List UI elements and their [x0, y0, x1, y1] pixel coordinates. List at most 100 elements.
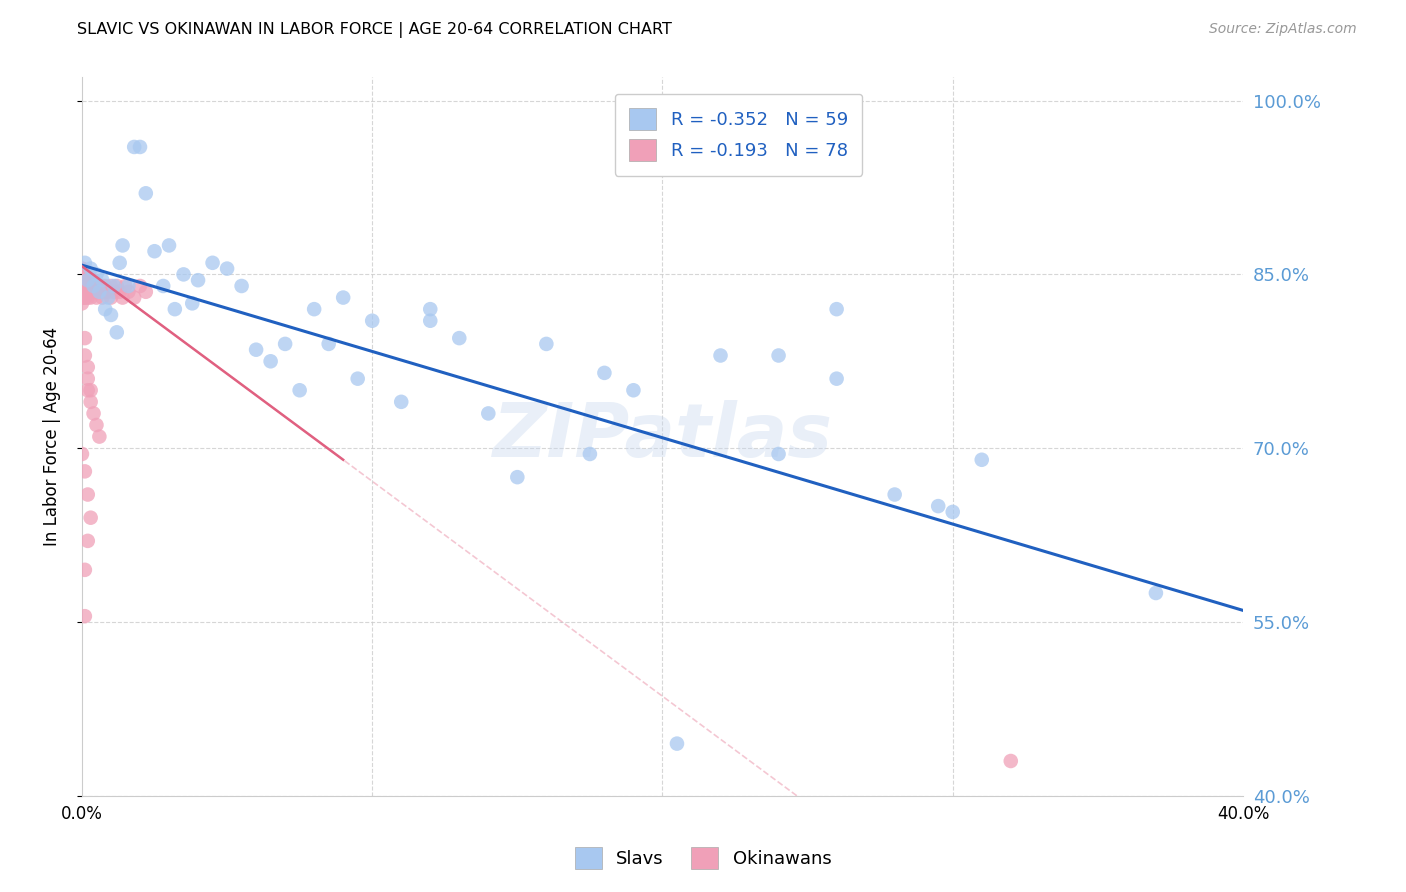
Point: [346, 372, 368, 386]
Point: [83, 285, 105, 299]
Point: [217, 261, 239, 276]
Point: [157, 238, 180, 252]
Point: [76, 273, 98, 287]
Point: [173, 268, 195, 282]
Point: [89, 285, 111, 299]
Point: [94, 285, 117, 299]
Point: [117, 279, 139, 293]
Point: [86, 417, 108, 432]
Point: [70, 296, 93, 310]
Point: [76, 273, 98, 287]
Point: [181, 296, 204, 310]
Point: [94, 302, 117, 317]
Point: [70, 447, 93, 461]
Point: [70, 273, 93, 287]
Point: [419, 302, 441, 317]
Point: [665, 737, 688, 751]
Point: [70, 279, 93, 293]
Point: [135, 285, 157, 299]
Point: [86, 291, 108, 305]
Point: [70, 279, 93, 293]
Point: [94, 279, 117, 293]
Point: [883, 487, 905, 501]
Point: [73, 291, 96, 305]
Point: [91, 291, 114, 305]
Point: [76, 384, 98, 398]
Point: [76, 285, 98, 299]
Point: [111, 238, 134, 252]
Point: [91, 279, 114, 293]
Point: [76, 285, 98, 299]
Point: [103, 285, 125, 299]
Legend: R = -0.352   N = 59, R = -0.193   N = 78: R = -0.352 N = 59, R = -0.193 N = 78: [614, 94, 862, 176]
Point: [73, 285, 96, 299]
Point: [1144, 586, 1167, 600]
Point: [245, 343, 267, 357]
Point: [825, 372, 848, 386]
Point: [108, 256, 131, 270]
Point: [129, 279, 152, 293]
Point: [70, 285, 93, 299]
Point: [89, 285, 111, 299]
Point: [76, 279, 98, 293]
Point: [73, 331, 96, 345]
Point: [70, 261, 93, 276]
Point: [89, 429, 111, 443]
Point: [73, 291, 96, 305]
Point: [79, 285, 101, 299]
Point: [105, 326, 128, 340]
Point: [86, 285, 108, 299]
Y-axis label: In Labor Force | Age 20-64: In Labor Force | Age 20-64: [44, 327, 60, 546]
Point: [73, 609, 96, 624]
Legend: Slavs, Okinawans: Slavs, Okinawans: [565, 838, 841, 879]
Point: [108, 285, 131, 299]
Point: [73, 273, 96, 287]
Point: [100, 279, 122, 293]
Point: [73, 464, 96, 478]
Point: [274, 337, 297, 351]
Point: [76, 273, 98, 287]
Point: [79, 291, 101, 305]
Point: [97, 291, 120, 305]
Point: [73, 349, 96, 363]
Point: [419, 314, 441, 328]
Point: [201, 256, 224, 270]
Point: [122, 140, 145, 154]
Point: [76, 360, 98, 375]
Point: [477, 406, 499, 420]
Point: [152, 279, 174, 293]
Point: [288, 384, 311, 398]
Point: [114, 279, 136, 293]
Point: [927, 499, 949, 513]
Point: [91, 273, 114, 287]
Point: [100, 291, 122, 305]
Point: [187, 273, 209, 287]
Point: [79, 279, 101, 293]
Point: [129, 140, 152, 154]
Point: [143, 244, 166, 259]
Point: [76, 487, 98, 501]
Point: [73, 279, 96, 293]
Point: [89, 279, 111, 293]
Point: [449, 331, 471, 345]
Point: [73, 256, 96, 270]
Point: [103, 279, 125, 293]
Point: [83, 279, 105, 293]
Point: [593, 366, 616, 380]
Point: [942, 505, 965, 519]
Point: [111, 291, 134, 305]
Point: [332, 291, 354, 305]
Point: [1000, 754, 1022, 768]
Point: [97, 285, 120, 299]
Point: [70, 273, 93, 287]
Point: [73, 273, 96, 287]
Point: [73, 563, 96, 577]
Point: [86, 279, 108, 293]
Text: ZIPatlas: ZIPatlas: [492, 401, 832, 473]
Point: [79, 273, 101, 287]
Point: [79, 261, 101, 276]
Point: [579, 447, 602, 461]
Point: [76, 279, 98, 293]
Point: [70, 291, 93, 305]
Point: [86, 268, 108, 282]
